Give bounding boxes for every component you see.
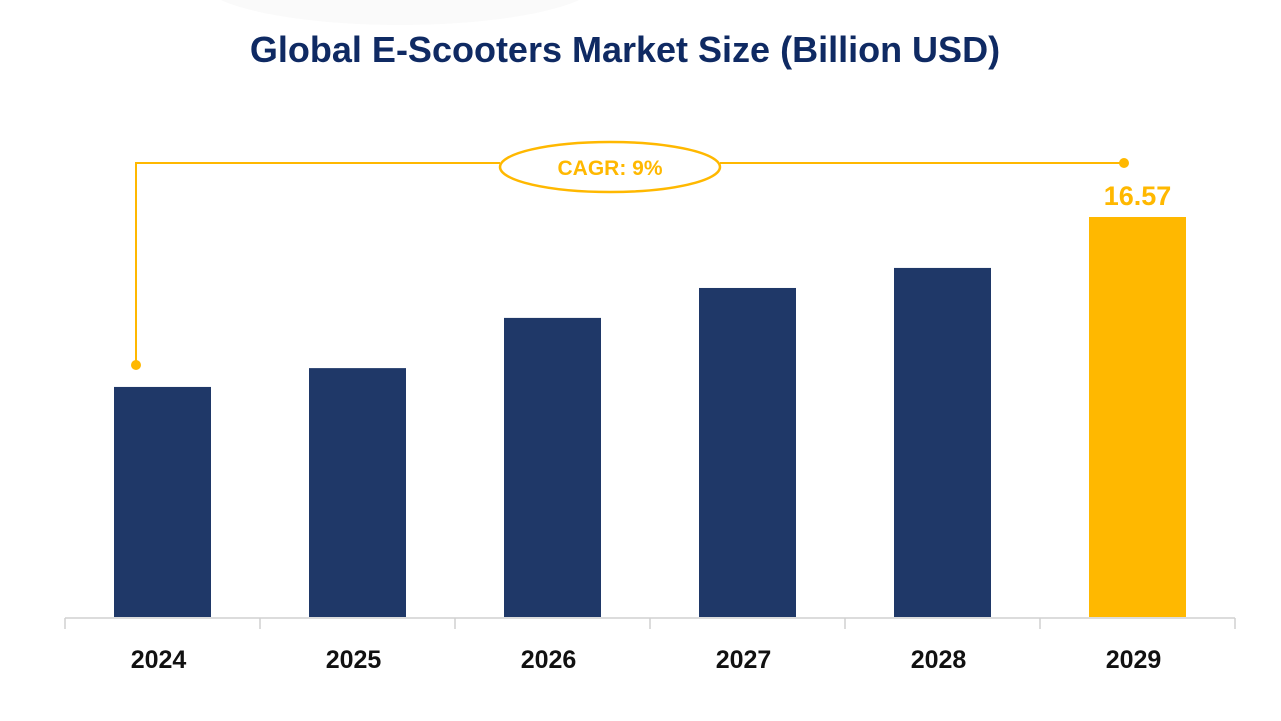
x-tick-label-2027: 2027 [716,646,772,674]
chart-title: Global E-Scooters Market Size (Billion U… [250,29,1000,70]
bar-2024 [114,386,211,617]
x-tick-label-2025: 2025 [326,646,382,674]
cagr-ellipse [498,140,722,194]
x-tick-label-2029: 2029 [1106,646,1162,674]
bar-2029 [1089,217,1186,617]
x-tick-label-2024: 2024 [131,646,187,674]
data-label-2029: 16.57 [1104,181,1172,211]
x-tick-label-2028: 2028 [911,646,967,674]
cagr-annotation: CAGR: 9% [131,140,1129,370]
cagr-line-left [135,162,500,365]
bar-2028 [894,267,991,617]
bar-2027 [699,287,796,617]
cagr-label: CAGR: 9% [557,157,662,180]
bar-2026 [504,317,601,617]
background-decoration [220,0,580,25]
bar-2025 [309,368,406,617]
cagr-start-dot [131,360,141,370]
cagr-end-dot [1119,158,1129,168]
x-tick-label-2026: 2026 [521,646,577,674]
